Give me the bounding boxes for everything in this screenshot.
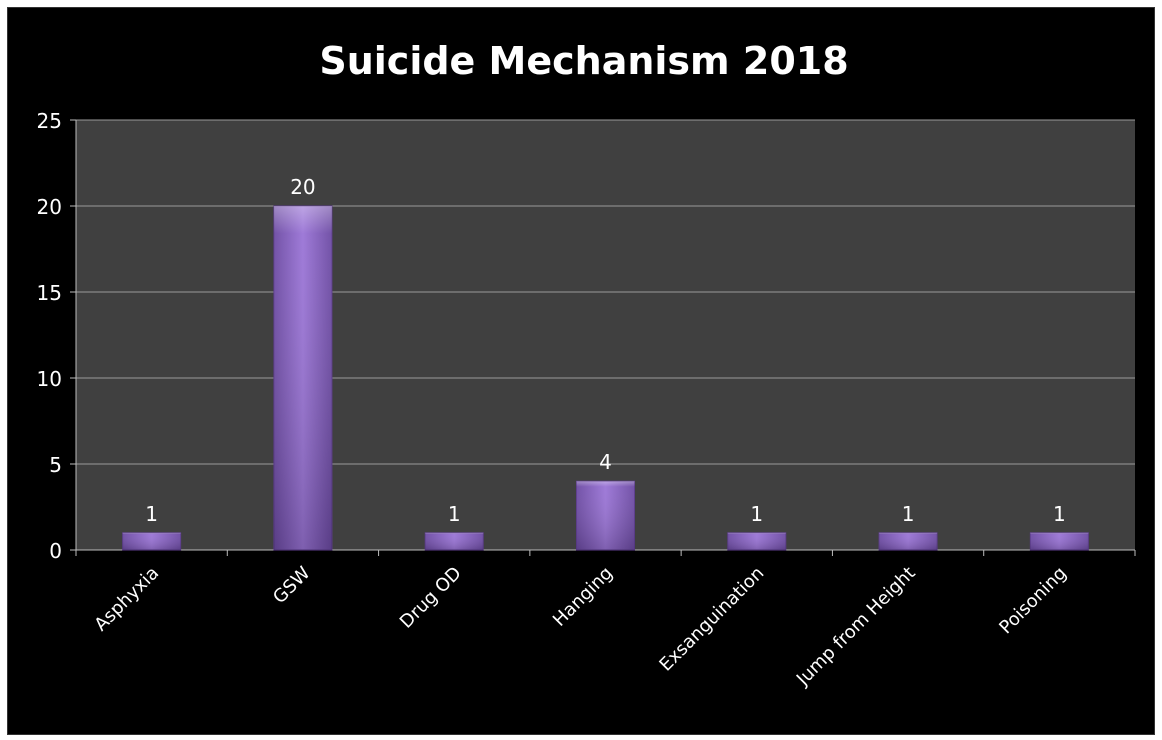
bar-highlight — [727, 532, 786, 550]
x-tick-label: GSW — [269, 563, 315, 609]
y-tick-labels: 0 5 10 15 20 25 — [37, 109, 62, 563]
x-tick-label: Hanging — [549, 563, 617, 631]
data-label: 4 — [599, 450, 612, 474]
bar-highlight — [425, 532, 484, 550]
data-labels: 1 20 1 4 1 1 1 — [145, 175, 1065, 526]
chart-title: Suicide Mechanism 2018 — [319, 39, 848, 83]
bar-highlight — [122, 532, 181, 550]
gridlines — [76, 119, 1135, 465]
data-label: 1 — [750, 502, 763, 526]
data-label: 1 — [902, 502, 915, 526]
y-tick-label: 5 — [49, 453, 62, 477]
data-label: 1 — [448, 502, 461, 526]
x-tick-label: Exsanguination — [655, 563, 768, 676]
data-label: 20 — [290, 175, 315, 199]
data-label: 1 — [145, 502, 158, 526]
x-tick-label: Asphyxia — [90, 563, 163, 636]
y-tick-label: 20 — [37, 195, 62, 219]
y-tick-label: 0 — [49, 539, 62, 563]
y-tick-label: 15 — [37, 281, 62, 305]
y-tick-label: 25 — [37, 109, 62, 133]
data-label: 1 — [1053, 502, 1066, 526]
y-tick-label: 10 — [37, 367, 62, 391]
plot-area — [76, 120, 1135, 550]
bar-chart: Suicide Mechanism 2018 1 20 1 4 1 1 1 0 5 10 15 20… — [37, 39, 1136, 691]
x-tick-label: Drug OD — [396, 563, 466, 633]
x-tick-label: Poisoning — [995, 563, 1071, 639]
x-tick-labels: Asphyxia GSW Drug OD Hanging Exsanguination J… — [90, 563, 1070, 691]
bar-highlight — [273, 206, 332, 550]
chart-frame: Suicide Mechanism 2018 1 20 1 4 1 1 1 0 5 10 15 20… — [7, 7, 1155, 735]
bar-highlight — [1030, 532, 1089, 550]
x-tick-label: Jump from Height — [792, 563, 920, 691]
bar-highlight — [879, 532, 938, 550]
bars — [122, 205, 1089, 551]
bar-highlight — [576, 481, 635, 550]
